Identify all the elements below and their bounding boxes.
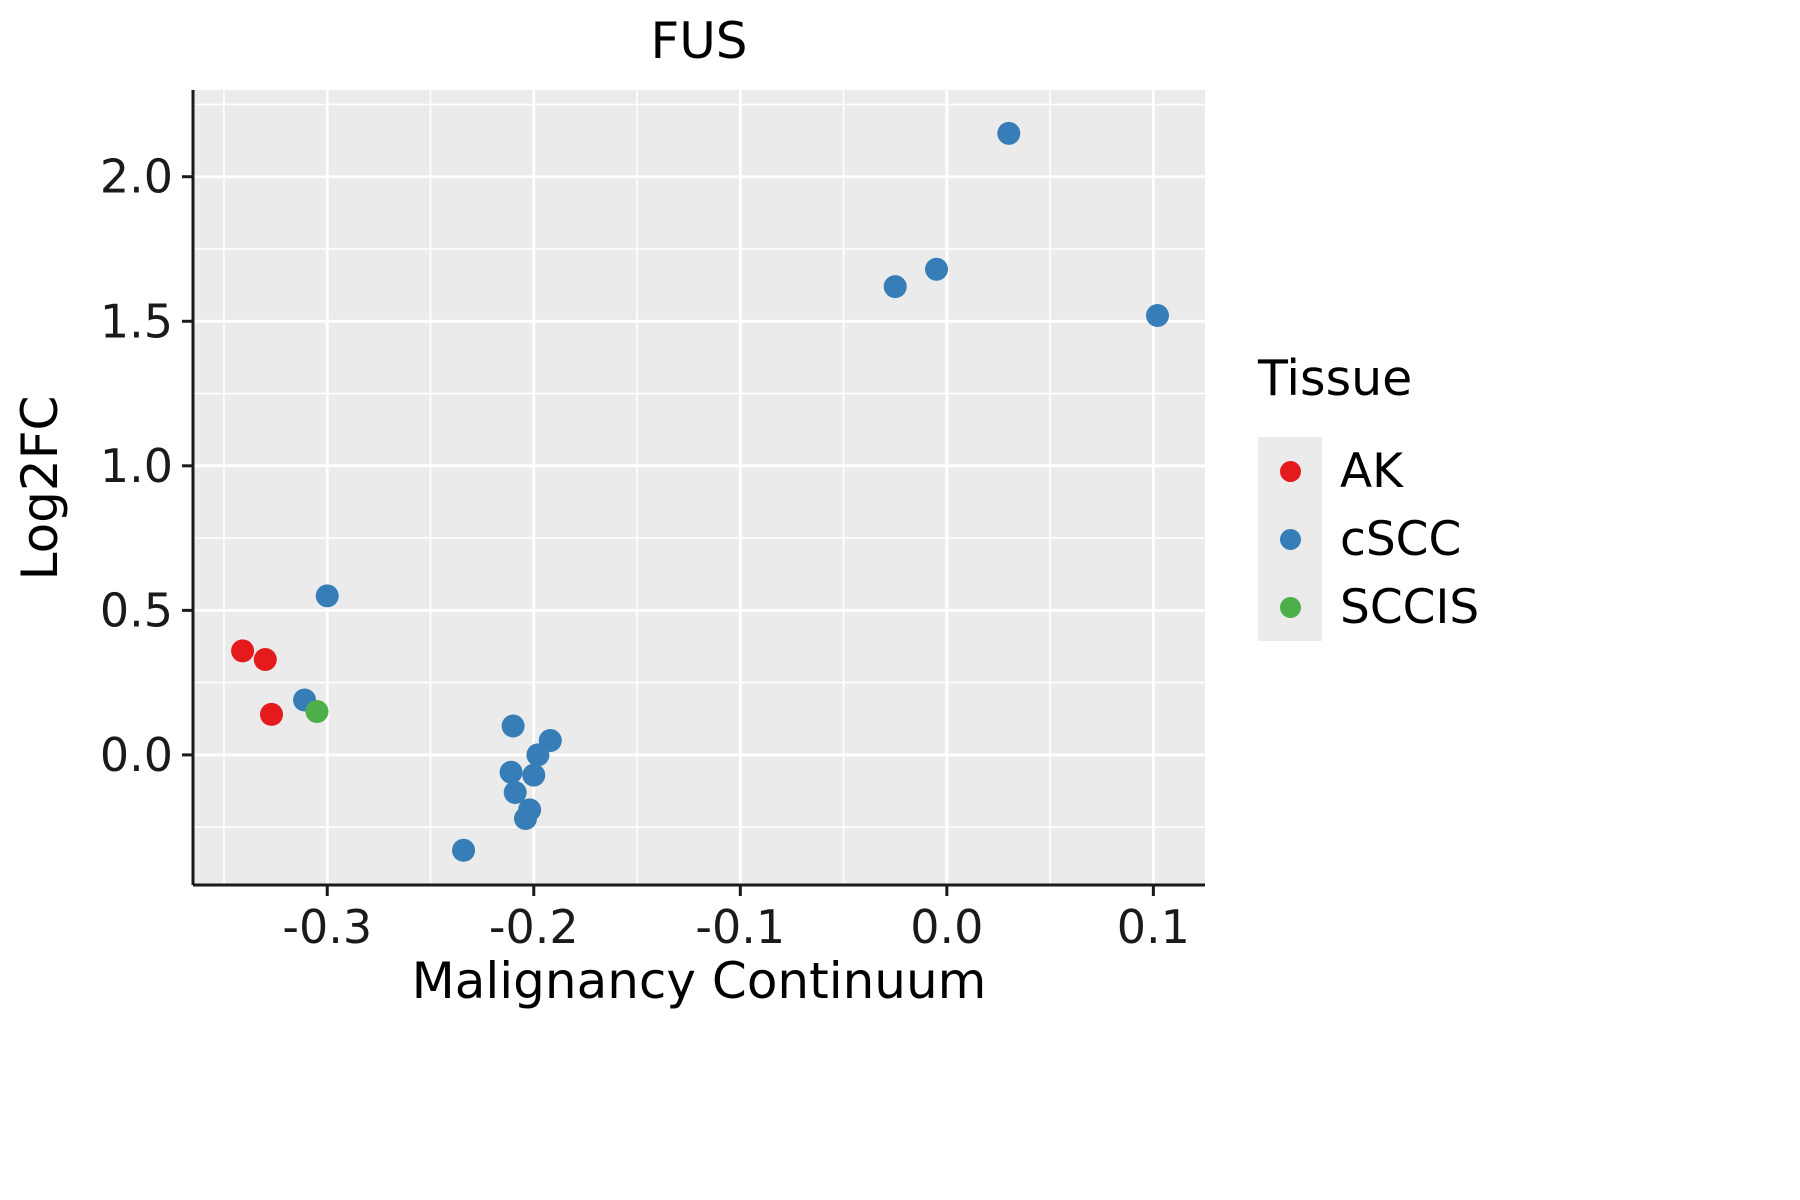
data-point-ak (259, 702, 283, 726)
data-point-cscc (501, 714, 525, 738)
data-point-cscc (1145, 303, 1169, 327)
x-tick-label: -0.1 (695, 900, 785, 954)
y-tick-label: 1.0 (100, 439, 173, 493)
data-point-ak (253, 648, 277, 672)
legend-item-ak: AK (1258, 437, 1479, 505)
legend-items: AK cSCC SCCIS (1258, 437, 1479, 641)
x-tick-label: -0.3 (282, 900, 372, 954)
x-tick-label: -0.2 (489, 900, 579, 954)
legend-label-sccis: SCCIS (1340, 579, 1480, 635)
y-tick-label: 2.0 (100, 150, 173, 204)
data-point-cscc (883, 275, 907, 299)
data-point-cscc (997, 121, 1021, 145)
data-point-ak (231, 639, 255, 663)
data-point-cscc (499, 760, 523, 784)
data-point-cscc (503, 780, 527, 804)
data-point-cscc (522, 763, 546, 787)
legend-label-ak: AK (1340, 443, 1403, 499)
data-point-cscc (315, 584, 339, 608)
data-point-cscc (925, 257, 949, 281)
chart-title: FUS (650, 12, 748, 70)
legend-dot-ak (1279, 460, 1301, 482)
legend: Tissue AK cSCC SCCIS (1258, 350, 1479, 641)
plot-panel (193, 90, 1205, 885)
legend-dot-cscc (1279, 528, 1301, 550)
x-tick-label: 0.0 (910, 900, 983, 954)
data-point-cscc (526, 743, 550, 767)
legend-dot-sccis (1279, 596, 1301, 618)
data-point-cscc (452, 838, 476, 862)
legend-key-box (1258, 437, 1322, 505)
y-tick-label: 1.5 (100, 294, 173, 348)
legend-item-sccis: SCCIS (1258, 573, 1479, 641)
y-tick-label: 0.5 (100, 583, 173, 637)
legend-label-cscc: cSCC (1340, 511, 1462, 567)
data-point-sccis (305, 700, 329, 724)
legend-key-box (1258, 573, 1322, 641)
x-axis-label: Malignancy Continuum (411, 952, 987, 1010)
legend-key-box (1258, 505, 1322, 573)
data-point-cscc (514, 807, 538, 831)
x-tick-label: 0.1 (1117, 900, 1190, 954)
y-axis-label: Log2FC (11, 395, 69, 581)
y-tick-label: 0.0 (100, 728, 173, 782)
legend-title: Tissue (1258, 350, 1413, 407)
legend-item-cscc: cSCC (1258, 505, 1479, 573)
